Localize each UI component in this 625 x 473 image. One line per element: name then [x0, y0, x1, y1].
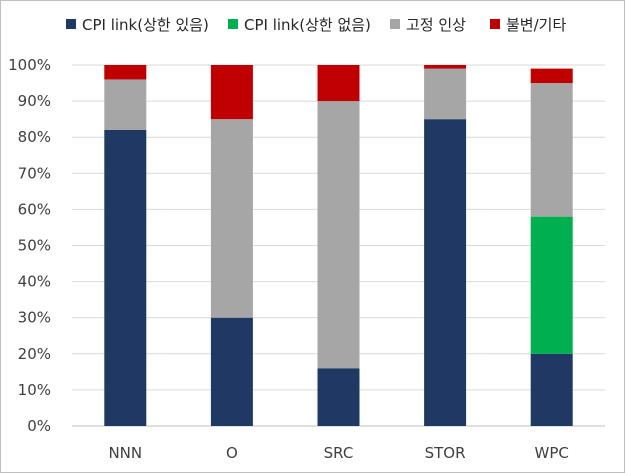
- x-tick-label: NNN: [108, 444, 142, 462]
- bar-segment: [424, 65, 467, 69]
- bar-segment: [530, 216, 573, 354]
- legend-label: CPI link(상한 있음): [82, 15, 209, 34]
- legend-item: 불변/기타: [490, 12, 566, 36]
- y-tick-label: 30%: [18, 309, 51, 327]
- legend-item: 고정 인상: [390, 12, 466, 36]
- y-tick-label: 40%: [18, 273, 51, 291]
- legend-swatch: [228, 19, 238, 29]
- y-tick-label: 90%: [18, 92, 51, 110]
- bar-segment: [530, 353, 573, 426]
- bar-segment: [104, 79, 147, 130]
- y-tick-label: 60%: [18, 200, 51, 218]
- bar-segment: [317, 368, 360, 426]
- bar-segment: [530, 83, 573, 217]
- y-tick-label: 50%: [18, 237, 51, 255]
- x-tick-label: SRC: [324, 444, 354, 462]
- legend-label: 고정 인상: [406, 15, 466, 34]
- bar-segment: [424, 68, 467, 120]
- legend-swatch: [66, 19, 76, 29]
- bar-segment: [317, 101, 360, 369]
- legend-item: CPI link(상한 있음): [66, 12, 209, 36]
- bar-segment: [424, 119, 467, 427]
- legend: CPI link(상한 있음) CPI link(상한 없음) 고정 인상 불변/기타: [0, 12, 625, 36]
- bar-segment: [210, 119, 253, 318]
- legend-label: CPI link(상한 없음): [244, 15, 371, 34]
- x-tick-label: WPC: [535, 444, 569, 462]
- bar-segment: [104, 65, 147, 80]
- x-tick-label: STOR: [425, 444, 466, 462]
- bar-segment: [317, 65, 360, 102]
- bar-segment: [210, 317, 253, 426]
- y-tick-label: 100%: [8, 56, 51, 74]
- legend-swatch: [390, 19, 400, 29]
- x-tick-label: O: [226, 444, 238, 462]
- bar-segment: [210, 65, 253, 120]
- y-tick-label: 10%: [18, 381, 51, 399]
- y-tick-label: 0%: [27, 417, 51, 435]
- legend-label: 불변/기타: [506, 15, 567, 34]
- y-tick-label: 80%: [18, 128, 51, 146]
- bar-segment: [530, 68, 573, 84]
- legend-item: CPI link(상한 없음): [228, 12, 371, 36]
- legend-swatch: [490, 19, 500, 29]
- y-tick-label: 70%: [18, 164, 51, 182]
- bar-segment: [104, 129, 147, 427]
- y-tick-label: 20%: [18, 345, 51, 363]
